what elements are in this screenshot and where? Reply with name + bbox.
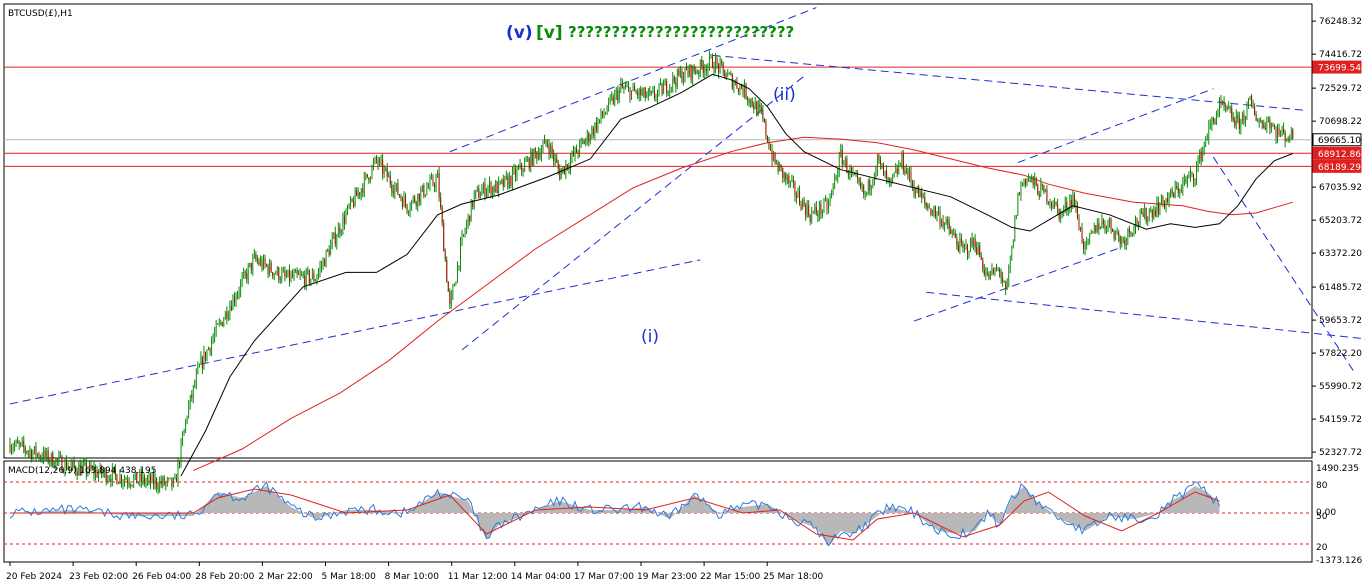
price-box-label: 69665.10 xyxy=(1318,136,1361,146)
price-tick-label: 54159.72 xyxy=(1319,415,1362,425)
price-box-label: 68912.86 xyxy=(1318,150,1361,160)
trendline-channel-upper-left[interactable] xyxy=(449,7,817,153)
time-tick-label: 17 Mar 07:00 xyxy=(574,572,634,582)
macd-scale-label: -1373.126 xyxy=(1316,556,1362,566)
price-tick-label: 74416.72 xyxy=(1319,50,1362,60)
price-tick-label: 55990.72 xyxy=(1319,382,1362,392)
time-tick-label: 14 Mar 04:00 xyxy=(511,572,571,582)
macd-label: MACD(12,26,9) 163.894 438.195 xyxy=(8,466,157,476)
price-box-label: 73699.54 xyxy=(1318,64,1361,74)
trendline-lower-rising-right[interactable] xyxy=(913,246,1122,322)
price-tick-label: 52327.72 xyxy=(1319,448,1362,458)
price-tick-label: 72529.72 xyxy=(1319,84,1362,94)
macd-signal-line[interactable] xyxy=(10,488,1220,541)
price-box-red xyxy=(1312,146,1362,160)
title-wave-green: [v] xyxy=(536,23,563,43)
price-tick-label: 65203.72 xyxy=(1319,216,1362,226)
price-box-label: 68189.29 xyxy=(1318,163,1361,173)
price-tick-label: 63372.20 xyxy=(1319,249,1362,259)
macd-scale-label: 0.00 xyxy=(1316,508,1336,518)
time-tick-label: 20 Feb 2024 xyxy=(6,572,62,582)
price-tick-label: 57822.20 xyxy=(1319,349,1362,359)
time-tick-label: 28 Feb 20:00 xyxy=(195,572,254,582)
title-question-marks: ?????????????????????????? xyxy=(568,23,794,41)
price-box-red xyxy=(1312,60,1362,74)
trendline-upper-rising-right[interactable] xyxy=(1017,88,1214,164)
trendline-steep-down-projection[interactable] xyxy=(1212,156,1355,372)
macd-scale-label: 1490.235 xyxy=(1316,464,1359,474)
ma-short-line[interactable] xyxy=(180,73,1293,477)
time-tick-label: 23 Feb 02:00 xyxy=(69,572,128,582)
macd-main-line[interactable] xyxy=(9,480,1220,547)
time-tick-label: 5 Mar 18:00 xyxy=(322,572,377,582)
macd-scale-label: 80 xyxy=(1316,481,1328,491)
macd-scale-label: 20 xyxy=(1316,543,1328,553)
time-tick-label: 19 Mar 23:00 xyxy=(637,572,697,582)
price-tick-label: 59653.72 xyxy=(1319,316,1362,326)
time-tick-label: 2 Mar 22:00 xyxy=(258,572,313,582)
ma-long-line[interactable] xyxy=(193,136,1293,472)
trendline-channel-inner-left[interactable] xyxy=(461,75,805,351)
time-tick-label: 8 Mar 10:00 xyxy=(385,572,440,582)
price-box-red xyxy=(1312,159,1362,173)
time-tick-label: 26 Feb 04:00 xyxy=(132,572,191,582)
price-tick-label: 61485.72 xyxy=(1319,283,1362,293)
trendline-top-descending[interactable] xyxy=(712,54,1306,111)
price-tick-label: 76248.32 xyxy=(1319,17,1362,27)
trendline-channel-lower-left[interactable] xyxy=(9,259,701,405)
wave-i-label: (i) xyxy=(641,327,659,347)
macd-histogram xyxy=(10,486,1220,546)
time-tick-label: 25 Mar 18:00 xyxy=(763,572,823,582)
macd-scale-label: 50 xyxy=(1316,512,1328,522)
symbol-label: BTCUSD(£),H1 xyxy=(8,9,73,19)
price-tick-label: 67035.92 xyxy=(1319,183,1362,193)
wave-ii-label: (ii) xyxy=(773,85,796,105)
time-tick-label: 22 Mar 15:00 xyxy=(700,572,760,582)
time-tick-label: 11 Mar 12:00 xyxy=(448,572,508,582)
price-tick-label: 70698.22 xyxy=(1319,117,1362,127)
price-box-current xyxy=(1312,133,1362,147)
title-wave-blue: (v) xyxy=(506,23,533,43)
